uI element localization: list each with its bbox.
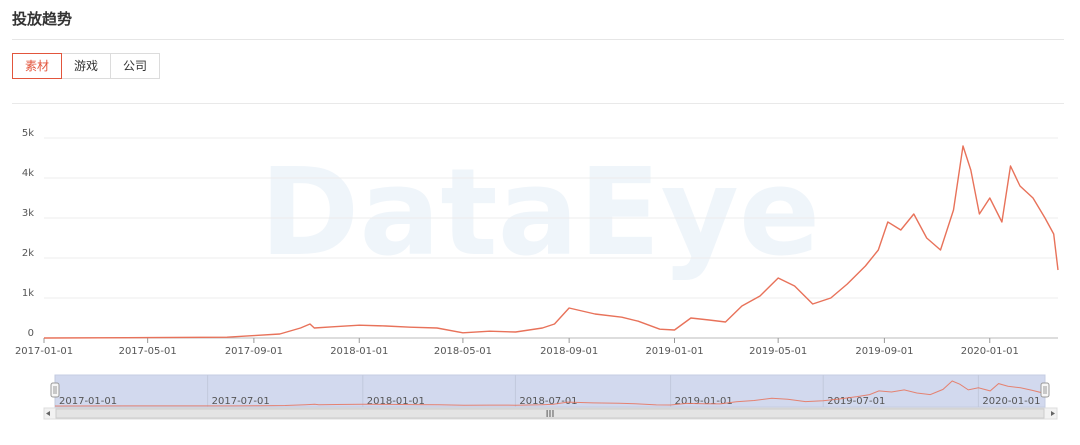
navigator-tick-label: 2020-01-01: [982, 396, 1040, 407]
trend-chart: DataEye 0 1k 2k 3k 4k 5k 2017-01-01 2017-05-01 20…: [15, 128, 1059, 420]
navigator-tick-label: 2019-07-01: [827, 396, 885, 407]
y-tick-label: 4k: [22, 168, 34, 179]
x-tick-label: 2018-01-01: [330, 346, 388, 357]
y-tick-label: 3k: [22, 208, 34, 219]
chart-top-divider: [12, 103, 1064, 104]
x-tick-label: 2020-01-01: [961, 346, 1019, 357]
navigator-series-line: [54, 380, 1046, 407]
navigator-left-handle[interactable]: [50, 382, 60, 398]
y-tick-label: 0: [28, 328, 34, 339]
tab-group: 素材 游戏 公司: [12, 53, 161, 79]
section-title: 投放趋势: [12, 10, 73, 28]
scrollbar-grip: III: [546, 409, 555, 420]
scroll-left-arrow-icon[interactable]: [46, 411, 50, 416]
x-tick-label: 2017-01-01: [15, 346, 73, 357]
x-tick-label: 2018-05-01: [434, 346, 492, 357]
navigator-right-handle[interactable]: [1040, 382, 1050, 398]
navigator-tick-label: 2017-07-01: [212, 396, 270, 407]
y-tick-label: 2k: [22, 248, 34, 259]
tab-game[interactable]: 游戏: [61, 53, 112, 79]
x-tick-label: 2017-09-01: [225, 346, 283, 357]
watermark-text: DataEye: [260, 144, 821, 283]
series-line-0: [43, 145, 1059, 339]
x-tick-label: 2018-09-01: [540, 346, 598, 357]
y-tick-label: 1k: [22, 288, 34, 299]
tab-company[interactable]: 公司: [110, 53, 161, 79]
x-tick-label: 2017-05-01: [119, 346, 177, 357]
x-tick-label: 2019-01-01: [645, 346, 703, 357]
x-tick-label: 2019-05-01: [749, 346, 807, 357]
scrollbar-thumb[interactable]: [55, 408, 1045, 419]
title-divider: [12, 39, 1064, 40]
x-tick-label: 2019-09-01: [855, 346, 913, 357]
navigator-tick-label: 2018-01-01: [367, 396, 425, 407]
navigator-tick-label: 2019-01-01: [675, 396, 733, 407]
navigator-tick-label: 2018-07-01: [519, 396, 577, 407]
tab-material[interactable]: 素材: [12, 53, 63, 79]
scroll-right-arrow-icon[interactable]: [1051, 411, 1055, 416]
navigator-tick-label: 2017-01-01: [59, 396, 117, 407]
y-tick-label: 5k: [22, 128, 34, 139]
